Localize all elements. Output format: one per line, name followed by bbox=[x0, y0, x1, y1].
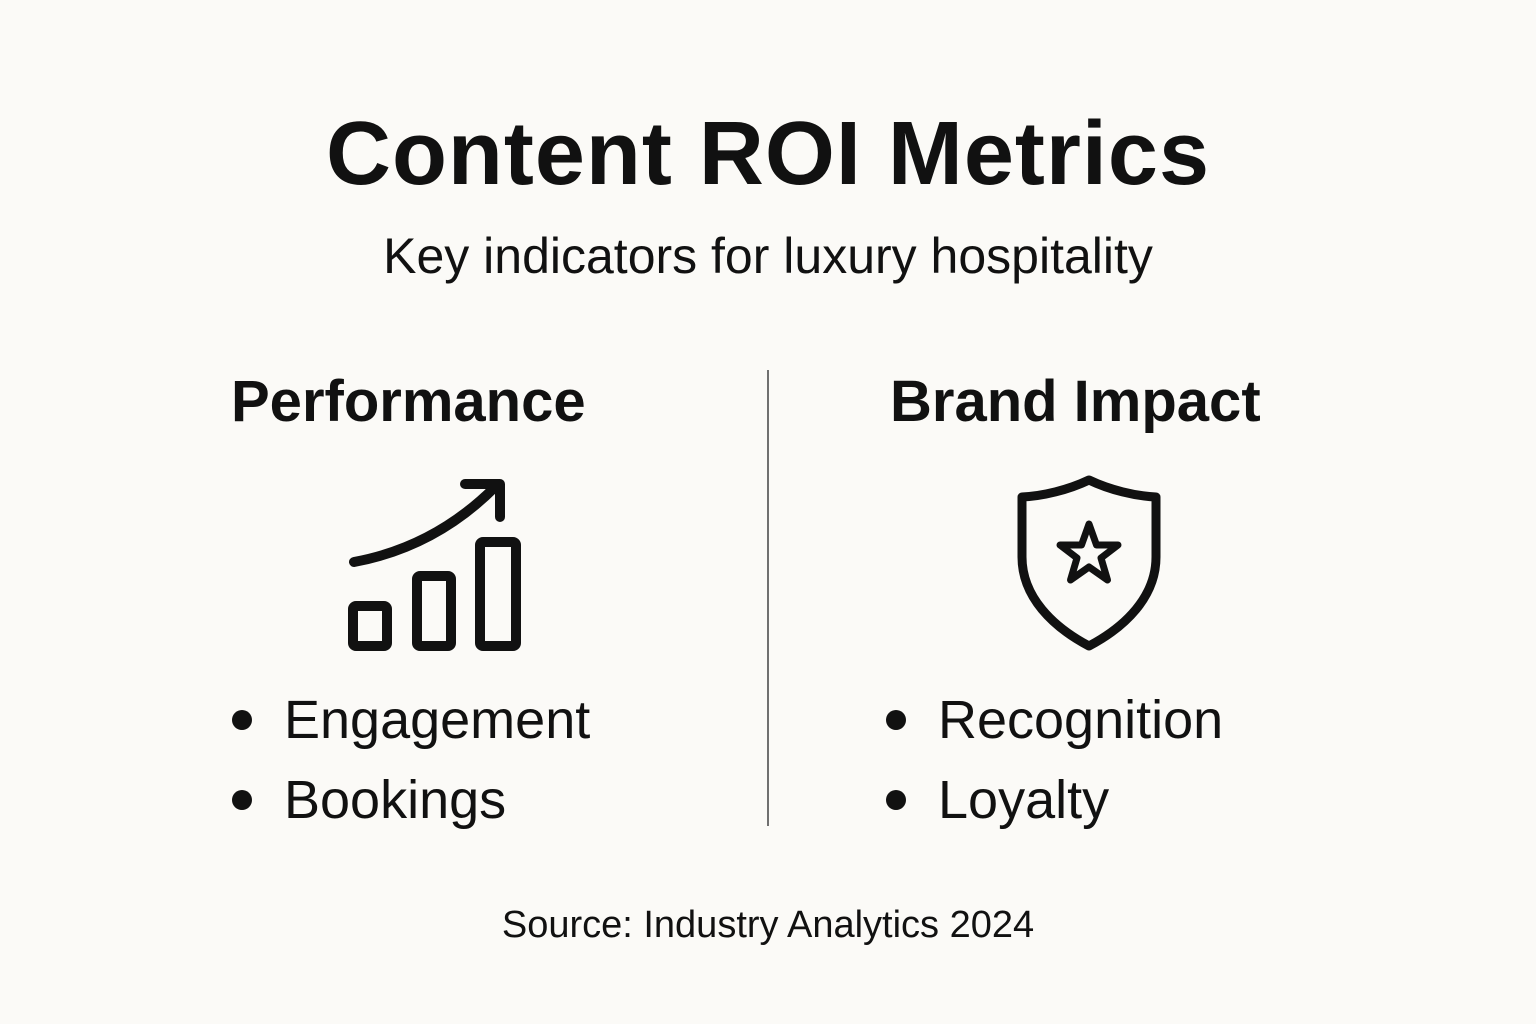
list-item: Recognition bbox=[886, 680, 1223, 760]
page-title: Content ROI Metrics bbox=[325, 104, 1211, 204]
shield-star-icon bbox=[1008, 472, 1170, 654]
list-item: Loyalty bbox=[886, 760, 1223, 840]
list-item: Bookings bbox=[232, 760, 590, 840]
brand-impact-list: Recognition Loyalty bbox=[886, 680, 1223, 840]
bullet-icon bbox=[886, 790, 906, 810]
performance-heading: Performance bbox=[231, 369, 586, 434]
list-item-label: Loyalty bbox=[938, 770, 1110, 830]
list-item-label: Bookings bbox=[284, 770, 507, 830]
page-subtitle: Key indicators for luxury hospitality bbox=[383, 228, 1153, 284]
performance-list: Engagement Bookings bbox=[232, 680, 590, 840]
list-item-label: Engagement bbox=[284, 690, 591, 750]
source-caption: Source: Industry Analytics 2024 bbox=[501, 904, 1035, 946]
column-divider bbox=[767, 370, 769, 826]
brand-impact-heading: Brand Impact bbox=[890, 369, 1261, 434]
bullet-icon bbox=[232, 790, 252, 810]
bullet-icon bbox=[886, 710, 906, 730]
list-item: Engagement bbox=[232, 680, 590, 760]
list-item-label: Recognition bbox=[938, 690, 1224, 750]
performance-column: Performance bbox=[231, 360, 586, 444]
bullet-icon bbox=[232, 710, 252, 730]
bar-chart-trend-up-icon bbox=[340, 472, 530, 657]
brand-impact-column: Brand Impact bbox=[890, 360, 1261, 444]
